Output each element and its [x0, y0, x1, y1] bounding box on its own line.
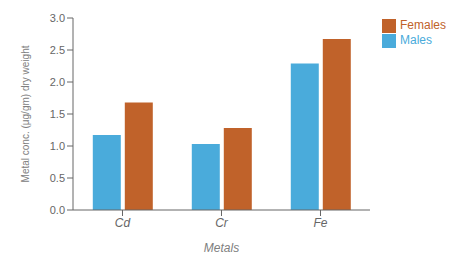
svg-text:Metal conc. (μg/gm) dry weight: Metal conc. (μg/gm) dry weight: [20, 45, 31, 182]
svg-text:1.0: 1.0: [50, 140, 65, 152]
svg-text:Cr: Cr: [215, 216, 229, 230]
svg-text:Metals: Metals: [204, 241, 239, 255]
html-text:Females: Females: [400, 18, 446, 32]
html-text:Males: Males: [400, 32, 432, 47]
svg-text:0.0: 0.0: [50, 204, 65, 216]
svg-text:2.5: 2.5: [50, 44, 65, 56]
svg-text:Fe: Fe: [313, 216, 327, 230]
svg-text:Cd: Cd: [115, 216, 131, 230]
svg-text:1.5: 1.5: [50, 108, 65, 120]
svg-text:2.0: 2.0: [50, 76, 65, 88]
svg-text:0.5: 0.5: [50, 172, 65, 184]
svg-text:3.0: 3.0: [50, 12, 65, 24]
